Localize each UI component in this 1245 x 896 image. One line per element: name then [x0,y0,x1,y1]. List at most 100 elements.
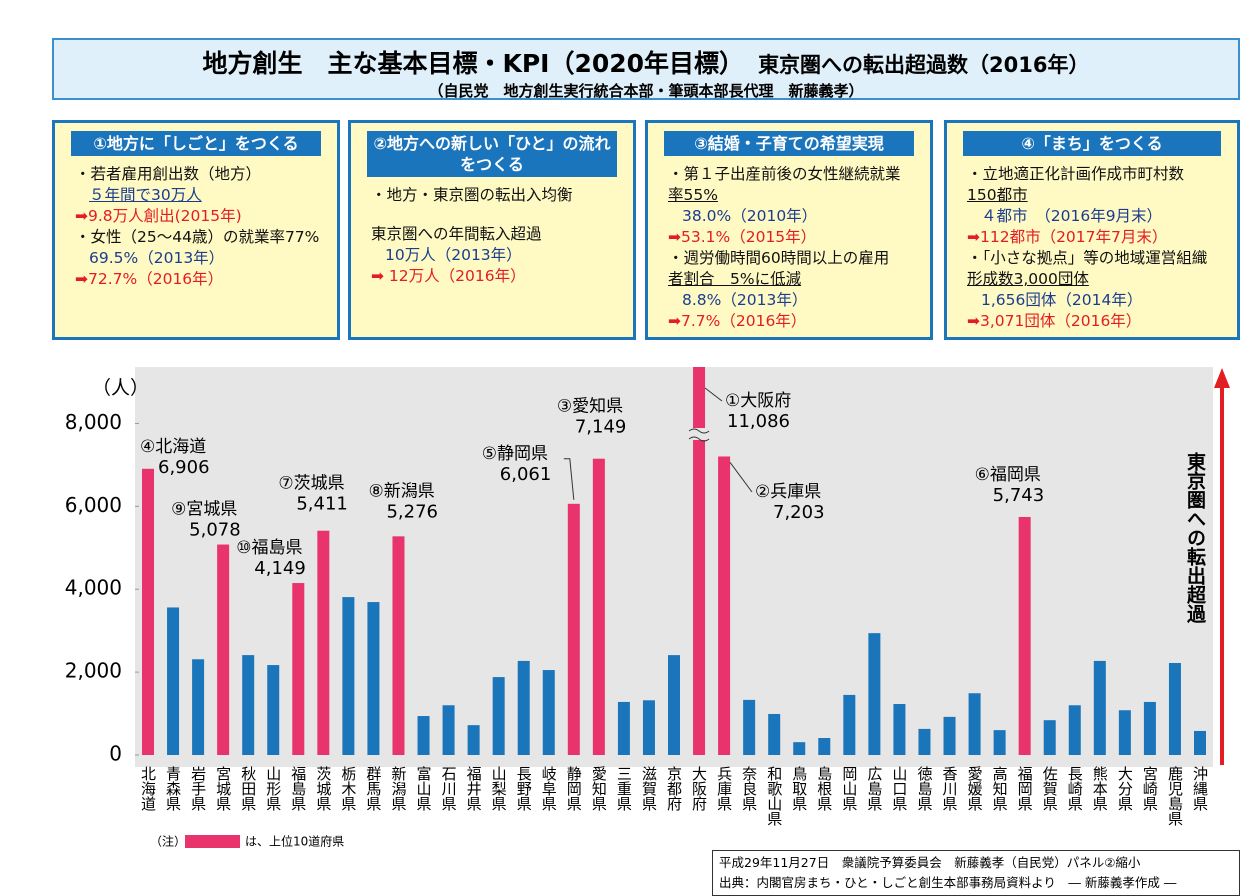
bar [1118,710,1131,755]
x-tick-label: 茨城県 [314,766,332,811]
annotation: ③愛知県 [557,397,623,417]
bar [668,655,680,755]
bar [943,716,956,755]
bar [893,704,906,755]
panel: ②地方への新しい「ひと」の流れをつくる ・地方・東京圏の転出入均衡 東京圏への年間転… [348,120,636,340]
bar [367,602,380,755]
bar [918,728,931,755]
bar [192,659,205,755]
panel-line: ➡53.1%（2015年） [668,228,817,246]
bar [743,699,756,755]
x-tick-label: 福島県 [289,766,307,811]
x-tick-label: 和歌山県 [765,766,783,826]
x-tick-label: 広島県 [865,766,883,811]
bar [217,544,230,755]
x-tick-label: 長野県 [515,766,533,811]
bar [567,503,580,755]
leader-line [729,462,753,493]
bar [818,738,831,755]
bar [1168,662,1181,755]
bar [342,597,355,755]
y-tick-label: 4,000 [65,576,122,600]
x-tick-label: 岐阜県 [540,766,558,811]
bar [142,468,154,755]
annotation: ⑥福岡県 [975,465,1041,485]
x-tick-label: 佐賀県 [1041,766,1059,811]
x-tick-label: 宮城県 [214,766,232,811]
panel-line: 形成数3,000団体 [967,270,1089,288]
x-tick-label: 長崎県 [1066,766,1084,811]
x-tick-label: 愛知県 [590,766,608,811]
bar [167,607,180,755]
data-label: 7,203 [773,502,825,523]
bar [467,725,480,755]
annotation: ⑩福島県 [236,538,302,558]
annotation: ⑨宮城県 [171,500,237,520]
y-axis-label: （人） [92,377,149,399]
x-tick-label: 滋賀県 [640,766,658,811]
y-tick-label: 8,000 [65,410,122,434]
x-tick-label: 鹿児島県 [1166,766,1184,826]
panel-line: 38.0%（2010年） [682,207,818,225]
footer-line: 平成29年11月27日 衆議院予算委員会 新藤義孝（自民党）パネル②縮小 [719,855,1141,870]
bars [142,367,1206,755]
panel-line: ・第１子出産前後の女性継続就業 [668,165,901,183]
panel-line: ➡3,071団体（2016年） [967,312,1142,330]
data-label: 6,906 [158,457,210,478]
bar [1068,705,1081,755]
bar [993,730,1006,755]
panel-heading: ①地方に「しごと」をつくる [71,131,321,156]
panel-heading: ②地方への新しい「ひと」の流れをつくる [367,131,617,177]
panel: ④「まち」をつくる ・立地適正化計画作成市町村数 150都市 ４都市 （2016年9月… [944,120,1240,340]
legend-text: は、上位10道府県 [245,834,344,849]
x-tick-label: 三重県 [615,766,633,811]
panel-line: ・立地適正化計画作成市町村数 [967,165,1185,183]
x-tick-label: 福井県 [465,766,483,811]
annotation: ⑦茨城県 [278,474,344,494]
panel-line: 8.8%（2013年） [682,291,808,309]
x-tick-label: 岡山県 [840,766,858,811]
x-tick-label: 群馬県 [364,766,382,811]
panel-line: 率55% [668,186,718,204]
x-tick-label: 大分県 [1116,766,1134,811]
bar [642,700,655,755]
bar [442,705,455,755]
x-tick-label: 兵庫県 [715,766,733,811]
x-tick-label: 奈良県 [740,766,758,811]
x-tick-label: 秋田県 [239,766,257,811]
subtitle: （自民党 地方創生実行統合本部・筆頭本部長代理 新藤義孝） [428,82,864,100]
bar [1018,516,1031,755]
x-tick-label: 新潟県 [389,766,407,811]
x-tick-label: 熊本県 [1091,766,1109,811]
panel-line: ➡112都市（2017年7月末） [967,228,1168,246]
x-tick-label: 宮崎県 [1141,766,1159,811]
legend-swatch [185,835,240,848]
bar [592,458,605,755]
bar [492,677,505,755]
legend-note: （注） [150,834,186,849]
x-tick-label: 青森県 [164,766,182,811]
x-tick-label: 香川県 [941,766,959,811]
panel-line: ５年間で30万人 [89,186,202,204]
bar [843,694,856,755]
x-tick-label: 愛媛県 [966,766,984,811]
x-tick-label: 沖縄県 [1191,766,1209,811]
data-label: 7,149 [575,417,627,438]
panel-heading: ③結婚・子育ての希望実現 [664,131,914,156]
leader-line [704,387,723,402]
bar [317,530,330,755]
panel-line: 10万人（2013年） [385,246,522,264]
x-tick-label: 徳島県 [915,766,933,811]
data-label: 5,411 [296,494,348,515]
title: 地方創生 主な基本目標・KPI（2020年目標） [202,49,745,78]
bar [517,660,530,755]
x-tick-label: 鳥取県 [790,765,808,811]
bar [1043,720,1056,755]
x-tick-label: 栃木県 [339,766,357,811]
panel-heading: ④「まち」をつくる [963,131,1221,156]
panel-line: ➡9.8万人創出(2015年) [75,207,242,225]
annotation: ⑤静岡県 [482,444,548,464]
annotation: ④北海道 [140,437,206,457]
x-tick-label: 島根県 [815,766,833,811]
